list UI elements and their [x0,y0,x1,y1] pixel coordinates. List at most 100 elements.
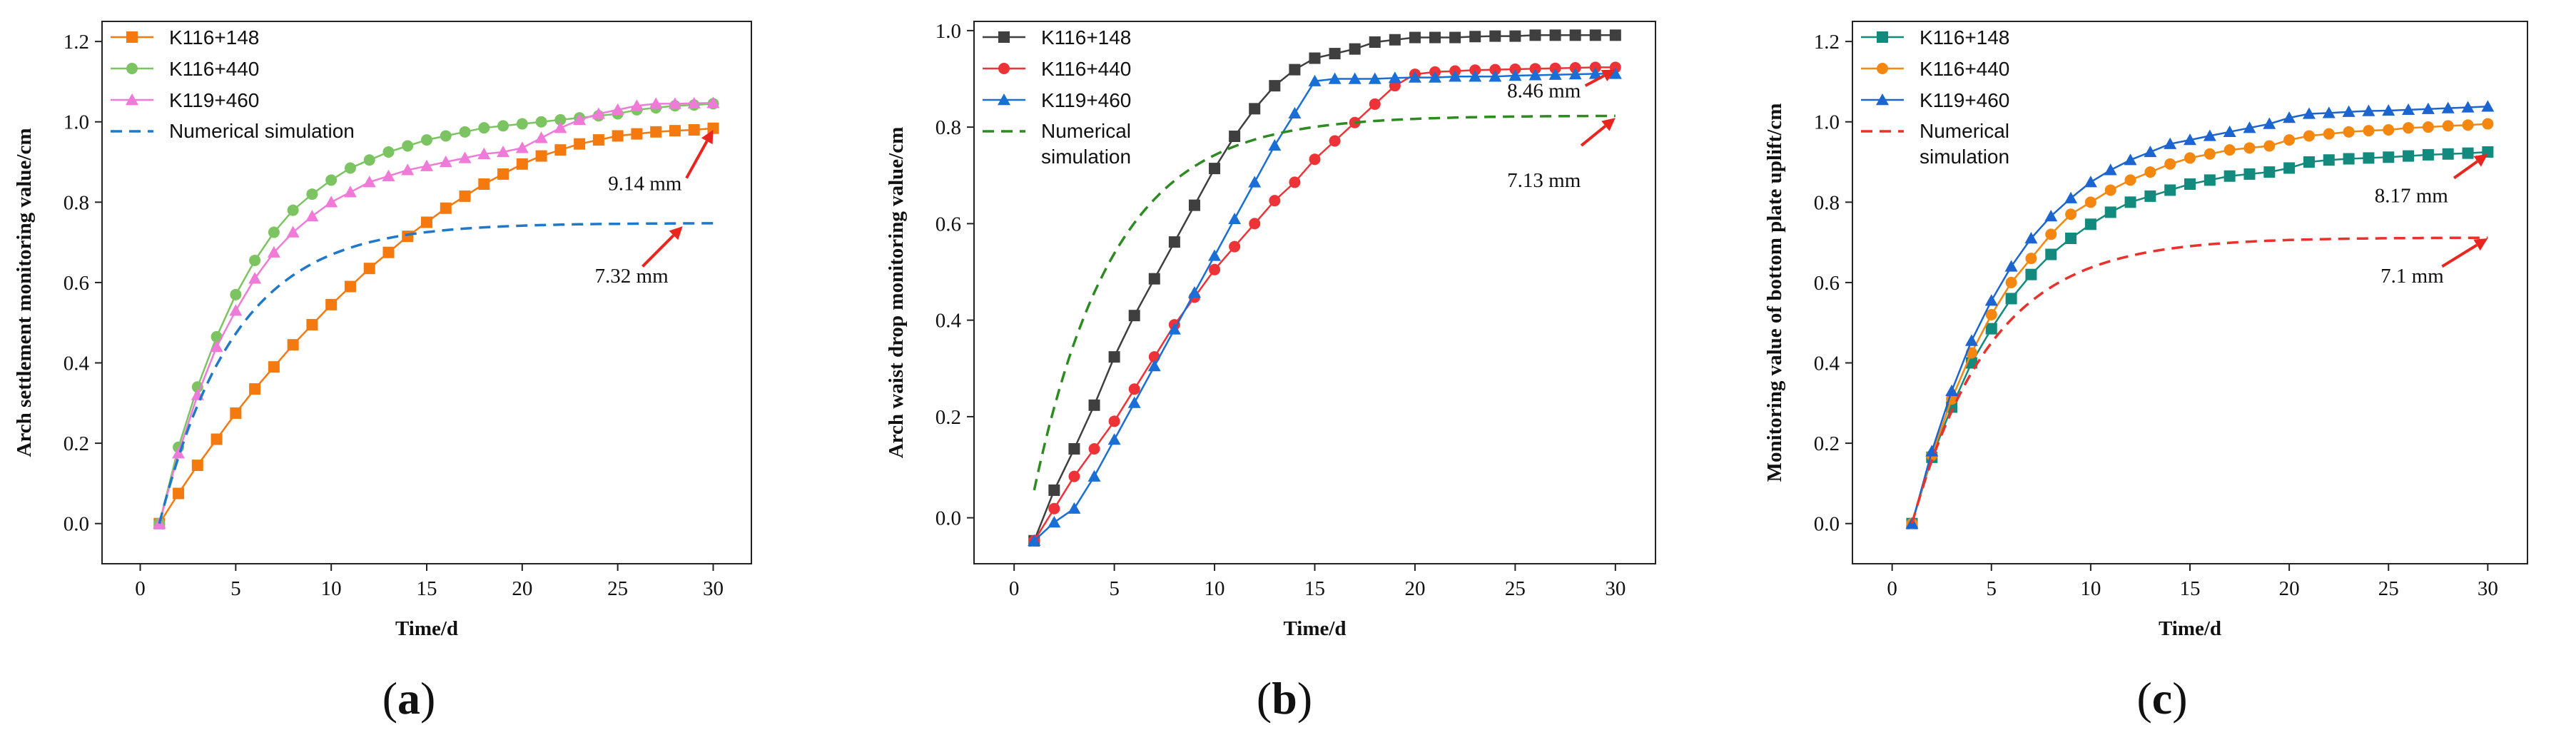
data-point-circle [2422,121,2434,133]
x-tick-label: 20 [1404,577,1425,600]
data-point-circle [2005,276,2017,288]
data-point-triangle [1028,534,1041,546]
arrow-shaft [685,140,709,179]
legend-label: K116+440 [1920,58,2009,80]
data-point-triangle [1449,70,1462,82]
data-point-triangle [1408,71,1421,83]
y-tick-label: 0.0 [935,507,961,530]
data-point-circle [2363,125,2375,137]
data-point-square [344,280,356,293]
y-tick-label: 0.2 [1814,432,1840,455]
arrow-shaft [2453,160,2478,180]
data-point-square [2363,152,2375,164]
panel-label-letter: c [2152,673,2172,724]
data-point-triangle [286,225,300,238]
data-point-triangle [1964,334,1978,346]
y-tick-label: 0.4 [1814,353,1840,375]
data-point-square [1409,31,1421,44]
data-point-square [440,202,452,214]
data-point-triangle [1167,323,1181,335]
data-point-circle [1209,263,1221,275]
annotation-label: 8.17 mm [2375,184,2449,207]
data-point-triangle [1489,70,1502,82]
data-point-triangle [2402,103,2415,116]
data-point-square [2462,147,2474,159]
y-tick-label: 1.0 [935,20,961,43]
legend-swatch-marker-triangle [126,93,138,106]
data-point-square [2065,233,2077,244]
data-point-triangle [1429,71,1442,83]
data-point-square [1349,43,1361,55]
data-point-square [669,125,681,137]
annotation-label: 7.1 mm [2380,265,2444,288]
legend-label: K116+148 [1041,26,1131,49]
data-point-circle [1269,195,1281,207]
legend: K116+148 K116+440 K119+460 Numerical simulat… [983,26,1131,168]
data-point-triangle [229,304,243,316]
data-point-triangle [2362,104,2375,116]
data-point-triangle [2203,129,2216,141]
arrow-head [669,226,683,240]
data-point-square [574,138,586,150]
data-point-triangle [382,169,395,181]
data-point-triangle [362,176,376,188]
data-point-square [1289,64,1301,76]
data-point-circle [2223,144,2236,156]
data-point-triangle [1508,69,1522,81]
data-point-triangle [2064,191,2078,203]
data-point-square [306,319,318,331]
legend-label: K119+460 [1041,89,1131,111]
chart-panel-c: 0 5 10 15 20 25 30 0.0 0.2 0.4 0.6 0.8 1.0 1.2 Time/d M… [1763,21,2528,724]
data-point-square [1489,30,1501,42]
data-point-triangle [1147,360,1161,372]
x-tick-label: 5 [1109,577,1120,600]
data-point-square [1269,80,1281,92]
data-point-square [2104,206,2116,218]
data-point-circle [2065,208,2077,221]
data-point-circle [382,146,395,158]
data-point-square [1309,52,1321,64]
data-point-circle [497,120,509,132]
data-point-square [516,158,528,170]
legend-swatch-marker-square [1877,31,1888,43]
legend-label: Numerical simulation [1041,120,1131,168]
data-point-circle [535,116,547,128]
data-point-square [2403,150,2415,162]
data-point-circle [287,204,299,216]
y-axis-title: Arch settlement monitoring value/cm [13,128,36,457]
data-point-triangle [248,272,262,284]
data-point-triangle [1568,68,1582,80]
data-point-square [421,216,432,228]
data-point-circle [2263,140,2276,152]
x-tick-label: 10 [321,577,342,600]
data-point-triangle [343,186,357,198]
y-tick-label: 1.2 [64,31,89,54]
data-point-circle [402,140,414,152]
data-point-square [2005,293,2017,305]
x-tick-label: 10 [2080,577,2101,600]
data-point-square [1168,236,1180,248]
y-axis-title: Monitoring value of bottom plate uplift/… [1763,103,1786,482]
data-point-square [2383,151,2395,163]
data-point-square [2144,190,2156,202]
data-point-square [1229,131,1241,143]
data-point-triangle [1588,67,1602,79]
data-point-circle [2482,118,2494,130]
legend-swatch-marker-square [126,31,138,43]
data-point-circle [1569,62,1581,74]
arrow-head [1601,118,1616,131]
data-point-circle [2283,134,2296,146]
data-point-circle [1289,176,1301,188]
annotation-arrow [1580,118,1616,147]
data-point-triangle [668,97,681,109]
data-point-circle [459,126,471,138]
data-point-triangle [2243,121,2256,133]
x-tick-label: 20 [512,577,532,600]
series-line-k119-460 [158,102,714,524]
data-point-triangle [2044,210,2058,222]
panel-label-letter: b [1272,673,1297,724]
annotation-arrow [685,130,714,179]
data-point-triangle [706,96,720,108]
x-tick-label: 30 [2478,577,2498,600]
annotation-arrow [2453,153,2488,180]
